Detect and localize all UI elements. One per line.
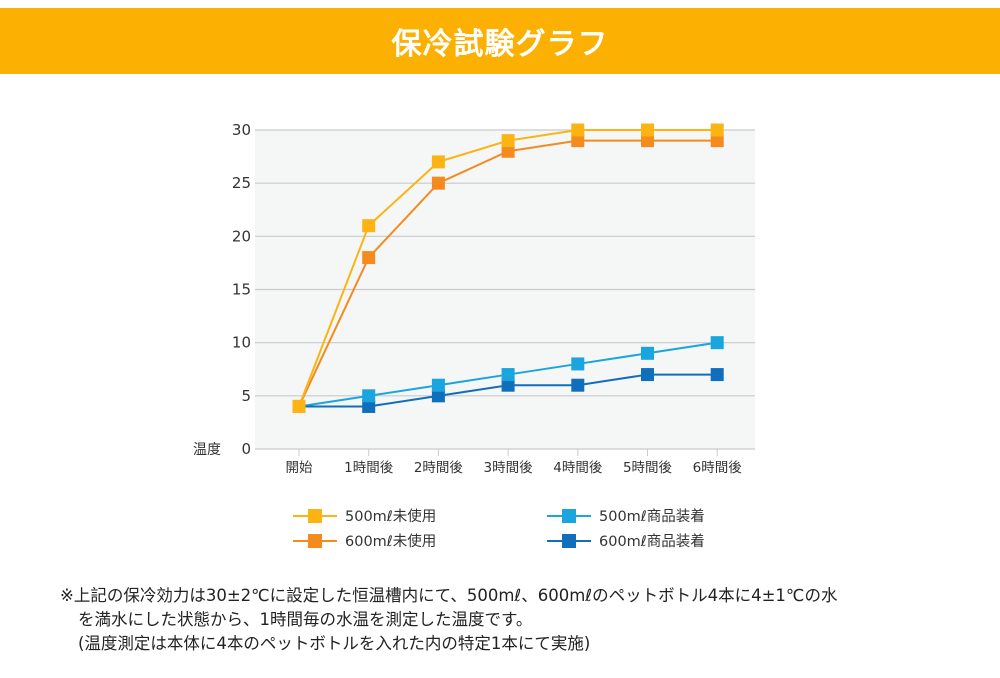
data-point-marker [501, 378, 515, 392]
legend-marker [308, 534, 322, 548]
data-point-marker [710, 123, 724, 137]
legend-label: 600mℓ商品装着 [599, 533, 705, 550]
data-point-marker [641, 134, 654, 148]
data-point-marker [641, 346, 654, 360]
data-point-marker [641, 368, 654, 382]
data-point-marker [431, 155, 445, 169]
note-line-1: ※上記の保冷効力は30±2℃に設定した恒温槽内にて、500mℓ、600mℓのペッ… [60, 586, 838, 605]
y-tick-label: 25 [232, 174, 251, 192]
legend-label: 500mℓ未使用 [345, 508, 436, 525]
y-tick-label: 20 [232, 227, 251, 245]
note-line-2: を満水にした状態から、1時間毎の水温を測定した温度です。 [78, 610, 533, 629]
line-chart: 0 5 10 15 20 25 30 温度 開始 1時間後 2時間後 3時間後 4時間後 5時間後 6時… [193, 121, 755, 550]
y-tick-label: 30 [232, 121, 251, 139]
x-tick-label: 4時間後 [553, 460, 603, 476]
x-tick-label: 3時間後 [484, 460, 534, 476]
legend-marker [562, 509, 576, 523]
legend-label: 600mℓ未使用 [345, 533, 436, 550]
y-tick-label: 5 [241, 387, 251, 405]
title-banner: 保冷試験グラフ [0, 8, 1000, 74]
x-tick-label: 2時間後 [414, 460, 464, 476]
data-point-marker [641, 123, 654, 137]
data-point-marker [501, 134, 515, 148]
gridlines [255, 129, 755, 450]
data-point-marker [362, 251, 376, 265]
note-line-3: (温度測定は本体に4本のペットボトルを入れた内の特定1本にて実施) [78, 634, 591, 653]
y-tick-label: 15 [232, 281, 251, 299]
x-tick-label: 開始 [286, 460, 313, 476]
x-tick-label: 1時間後 [344, 460, 394, 476]
x-tick-label: 6時間後 [693, 460, 743, 476]
data-point-marker [362, 389, 376, 403]
legend: 500mℓ未使用 600mℓ未使用 500mℓ商品装着 600mℓ商品装着 [293, 508, 705, 550]
y-axis-label: 温度 [193, 442, 221, 458]
data-point-marker [362, 219, 376, 233]
legend-marker [562, 534, 576, 548]
y-axis: 0 5 10 15 20 25 30 [232, 121, 251, 458]
data-point-marker [362, 399, 376, 413]
y-tick-label: 10 [232, 334, 251, 352]
series-markers [292, 123, 724, 413]
legend-label: 500mℓ商品装着 [599, 508, 705, 525]
data-point-marker [710, 134, 724, 148]
data-point-marker [292, 399, 306, 413]
data-point-marker [710, 336, 724, 350]
data-point-marker [431, 176, 445, 190]
x-axis: 開始 1時間後 2時間後 3時間後 4時間後 5時間後 6時間後 [286, 449, 743, 476]
data-point-marker [501, 368, 515, 382]
data-point-marker [571, 378, 585, 392]
data-point-marker [571, 357, 585, 371]
data-point-marker [431, 378, 445, 392]
data-point-marker [501, 144, 515, 158]
footnote: ※上記の保冷効力は30±2℃に設定した恒温槽内にて、500mℓ、600mℓのペッ… [60, 584, 960, 656]
data-point-marker [571, 134, 585, 148]
data-point-marker [710, 368, 724, 382]
x-tick-label: 5時間後 [623, 460, 673, 476]
page-title: 保冷試験グラフ [391, 27, 609, 62]
legend-marker [308, 509, 322, 523]
data-point-marker [571, 123, 585, 137]
data-point-marker [431, 389, 445, 403]
y-tick-label: 0 [241, 440, 251, 458]
